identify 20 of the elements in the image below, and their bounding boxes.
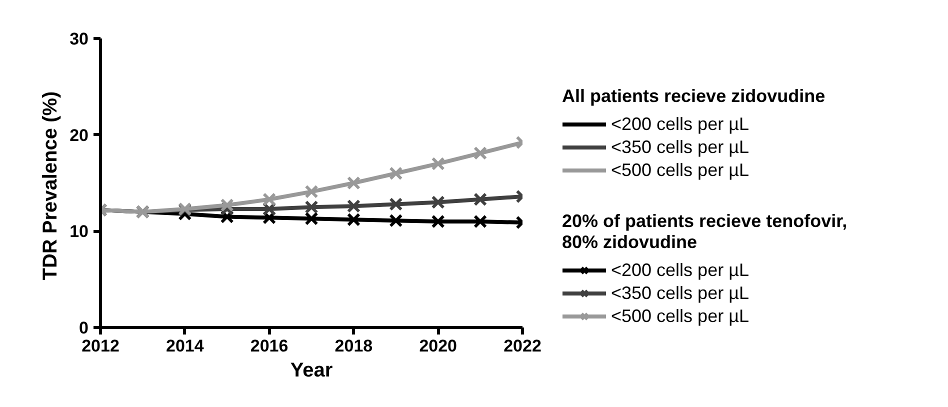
y-tick-label: 20: [70, 126, 89, 145]
x-tick-label: 2020: [419, 336, 458, 356]
legend-label: <500 cells per µL: [611, 159, 749, 181]
legend-label: <500 cells per µL: [611, 305, 749, 327]
legend-title: All patients recieve zidovudine: [562, 86, 826, 107]
legend-label: <200 cells per µL: [611, 259, 749, 281]
y-tick-label: 10: [70, 222, 89, 242]
legend-label: <200 cells per µL: [611, 113, 749, 135]
x-tick-label: 2014: [166, 336, 204, 356]
text: 20% of patients recieve tenofovir, 80% zidovudine: [562, 211, 848, 253]
x-tick-label: 2012: [82, 336, 120, 356]
y-tick-label: 30: [70, 30, 89, 48]
x-tick-label: 2022: [504, 336, 542, 356]
y-tick-label: 0: [79, 318, 89, 338]
legend-label: <350 cells per µL: [611, 282, 749, 304]
legend-label: <350 cells per µL: [611, 136, 749, 158]
x-axis-title: Year: [290, 360, 333, 382]
x-tick-label: 2016: [250, 336, 288, 356]
x-tick-label: 2018: [334, 336, 373, 356]
y-axis-title: TDR Prevalence (%): [40, 91, 62, 280]
